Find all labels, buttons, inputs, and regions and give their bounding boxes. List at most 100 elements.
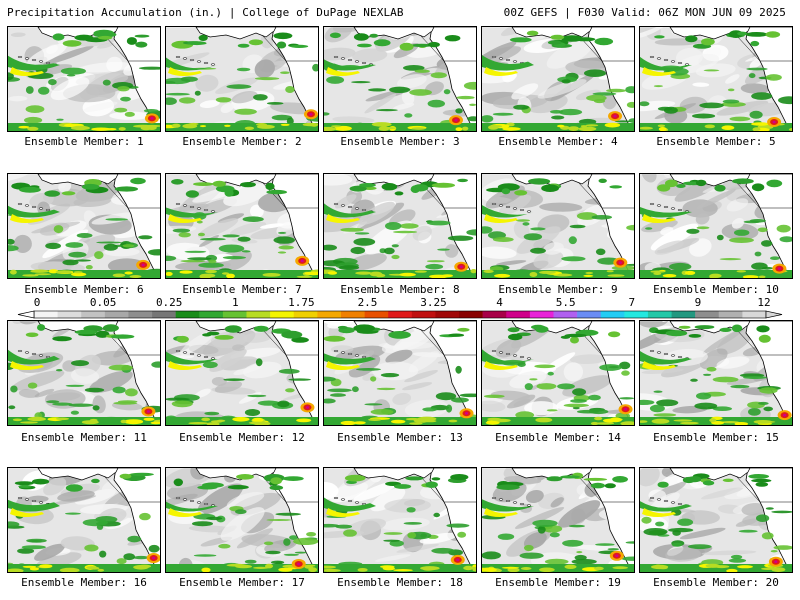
colorbar-swatch <box>57 311 82 318</box>
ensemble-member-map <box>323 173 477 279</box>
map-title: Precipitation Accumulation (in.) | Colle… <box>7 6 404 19</box>
precipitation-map-svg <box>8 321 160 425</box>
colorbar-swatch <box>624 311 649 318</box>
colorbar-swatch <box>175 311 200 318</box>
ensemble-member-map <box>165 26 319 132</box>
colorbar-tick-label: 1.75 <box>288 296 315 309</box>
colorbar-tick-label: 0.05 <box>90 296 117 309</box>
ensemble-member-label: Ensemble Member: 19 <box>495 576 621 589</box>
precipitation-map-svg <box>482 468 634 572</box>
ensemble-member-map <box>7 467 161 573</box>
ensemble-member-map <box>7 26 161 132</box>
precipitation-map-svg <box>482 321 634 425</box>
ensemble-member-map <box>165 320 319 426</box>
ensemble-member-label: Ensemble Member: 8 <box>340 283 460 296</box>
ensemble-member-label: Ensemble Member: 5 <box>656 135 776 148</box>
colorbar-swatch <box>199 311 224 318</box>
colorbar-tick-label: 0 <box>34 296 41 309</box>
ensemble-member-label: Ensemble Member: 7 <box>182 283 302 296</box>
ensemble-member-label: Ensemble Member: 13 <box>337 431 463 444</box>
precipitation-map-svg <box>640 468 792 572</box>
ensemble-member-label: Ensemble Member: 20 <box>653 576 779 589</box>
colorbar-swatch <box>647 311 672 318</box>
ensemble-member-map <box>481 467 635 573</box>
ensemble-member-map <box>481 320 635 426</box>
ensemble-member-map <box>323 26 477 132</box>
colorbar-swatch <box>317 311 342 318</box>
precipitation-map-svg <box>324 321 476 425</box>
colorbar-swatch <box>459 311 483 318</box>
colorbar-swatch <box>34 311 58 318</box>
ensemble-member-map <box>639 26 793 132</box>
colorbar-tick-label: 0.25 <box>156 296 183 309</box>
precipitation-map-svg <box>324 174 476 278</box>
colorbar-swatch <box>152 311 176 318</box>
colorbar-swatch <box>364 311 389 318</box>
ensemble-member-label: Ensemble Member: 16 <box>21 576 147 589</box>
ensemble-member-map <box>7 173 161 279</box>
colorbar-swatch <box>104 311 129 318</box>
colorbar-tick-label: 4 <box>496 296 503 309</box>
colorbar-tick-label: 9 <box>695 296 702 309</box>
colorbar-swatch <box>600 311 625 318</box>
colorbar-swatch <box>293 311 318 318</box>
precipitation-map-svg <box>8 27 160 131</box>
ensemble-member-label: Ensemble Member: 4 <box>498 135 618 148</box>
colorbar-left-arrow <box>17 310 35 319</box>
ensemble-member-map <box>481 26 635 132</box>
precipitation-colorbar: 0 0.05 0.25 1 1.75 2.5 3.25 4 5.5 7 9 12 <box>0 294 800 322</box>
ensemble-member-label: Ensemble Member: 11 <box>21 431 147 444</box>
colorbar-swatch <box>81 311 106 318</box>
precipitation-map-svg <box>324 468 476 572</box>
colorbar-tick-label: 2.5 <box>358 296 378 309</box>
colorbar-tick-label: 12 <box>757 296 770 309</box>
colorbar-swatch <box>695 311 720 318</box>
precipitation-map-svg <box>324 27 476 131</box>
precipitation-map-svg <box>166 174 318 278</box>
ensemble-member-label: Ensemble Member: 10 <box>653 283 779 296</box>
precipitation-map-svg <box>640 174 792 278</box>
precipitation-map-svg <box>166 27 318 131</box>
colorbar-swatch <box>435 311 460 318</box>
colorbar-right-arrow <box>765 310 783 319</box>
ensemble-member-map <box>165 467 319 573</box>
colorbar-swatch <box>411 311 436 318</box>
ensemble-member-label: Ensemble Member: 12 <box>179 431 305 444</box>
colorbar-swatch <box>671 311 696 318</box>
colorbar-swatch <box>270 311 295 318</box>
precipitation-map-svg <box>482 174 634 278</box>
precipitation-map-svg <box>166 321 318 425</box>
ensemble-member-label: Ensemble Member: 14 <box>495 431 621 444</box>
ensemble-member-map <box>165 173 319 279</box>
precipitation-map-svg <box>640 321 792 425</box>
precipitation-map-svg <box>166 468 318 572</box>
ensemble-member-label: Ensemble Member: 3 <box>340 135 460 148</box>
colorbar-swatch <box>340 311 365 318</box>
colorbar-swatch <box>529 311 554 318</box>
model-run-info: 00Z GEFS | F030 Valid: 06Z MON JUN 09 20… <box>503 6 786 19</box>
colorbar-swatch <box>577 311 602 318</box>
ensemble-member-map <box>639 320 793 426</box>
colorbar-swatch <box>482 311 507 318</box>
ensemble-member-map <box>7 320 161 426</box>
ensemble-member-map <box>639 173 793 279</box>
colorbar-swatch <box>742 311 767 318</box>
ensemble-member-map <box>639 467 793 573</box>
colorbar-tick-label: 3.25 <box>420 296 447 309</box>
ensemble-member-label: Ensemble Member: 17 <box>179 576 305 589</box>
colorbar-graphic: 0 0.05 0.25 1 1.75 2.5 3.25 4 5.5 7 9 12 <box>17 296 783 319</box>
colorbar-swatch <box>506 311 531 318</box>
ensemble-member-label: Ensemble Member: 18 <box>337 576 463 589</box>
colorbar-swatch <box>246 311 271 318</box>
ensemble-member-map <box>481 173 635 279</box>
precipitation-map-svg <box>8 468 160 572</box>
ensemble-member-map <box>323 467 477 573</box>
colorbar-swatch <box>388 311 413 318</box>
precipitation-map-svg <box>640 27 792 131</box>
colorbar-swatch <box>222 311 247 318</box>
colorbar-tick-label: 1 <box>232 296 239 309</box>
colorbar-swatch <box>718 311 743 318</box>
ensemble-member-label: Ensemble Member: 15 <box>653 431 779 444</box>
ensemble-member-label: Ensemble Member: 9 <box>498 283 618 296</box>
colorbar-swatch <box>553 311 578 318</box>
